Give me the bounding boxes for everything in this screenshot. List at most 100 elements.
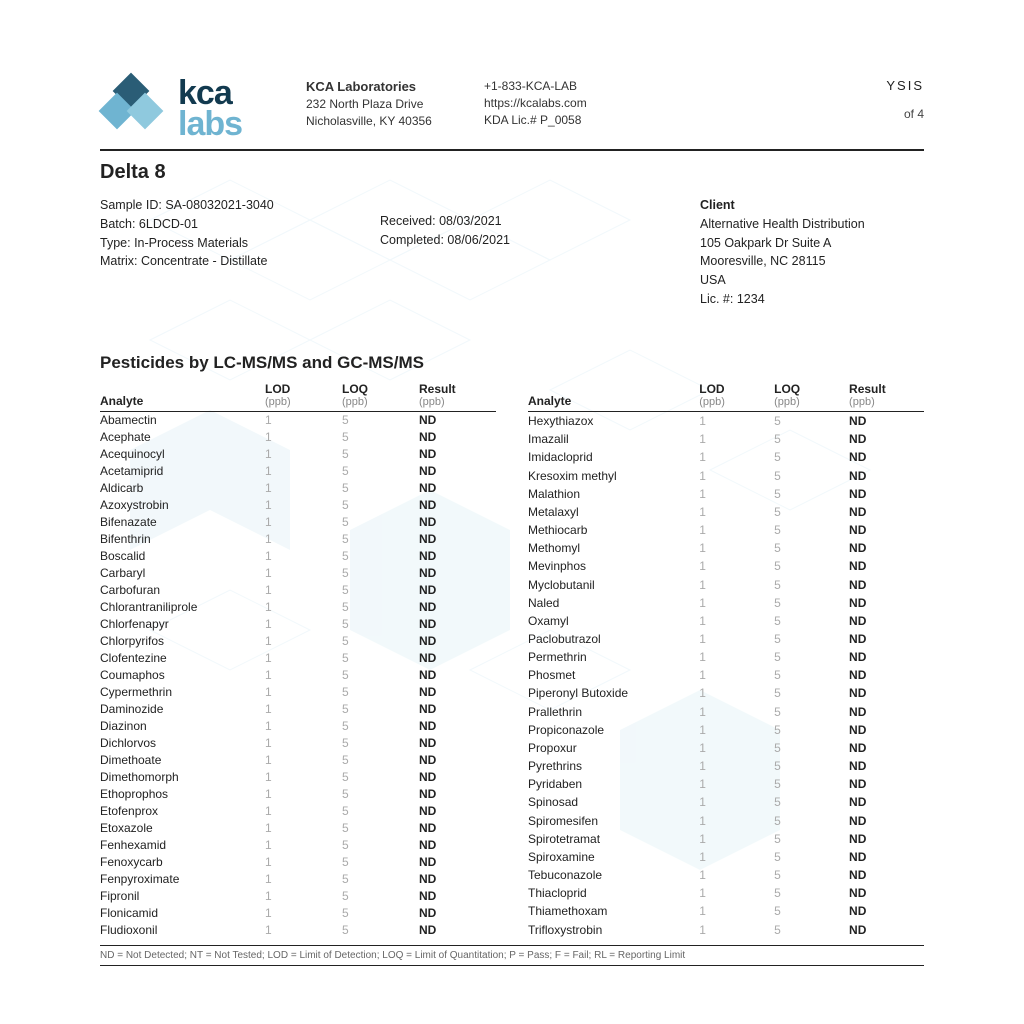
cell-result: ND — [419, 616, 496, 633]
section-title: Pesticides by LC-MS/MS and GC-MS/MS — [100, 353, 924, 373]
client-addr1: 105 Oakpark Dr Suite A — [700, 234, 924, 253]
cell-result: ND — [849, 866, 924, 884]
table-row: Oxamyl15ND — [528, 612, 924, 630]
cell-lod: 1 — [699, 902, 774, 920]
cell-result: ND — [419, 497, 496, 514]
cell-result: ND — [849, 811, 924, 829]
cell-lod: 1 — [265, 769, 342, 786]
table-row: Myclobutanil15ND — [528, 575, 924, 593]
cell-lod: 1 — [699, 557, 774, 575]
cell-loq: 5 — [342, 514, 419, 531]
cell-result: ND — [849, 466, 924, 484]
cell-lod: 1 — [265, 565, 342, 582]
cell-result: ND — [849, 830, 924, 848]
table-row: Chlorpyrifos15ND — [100, 633, 496, 650]
table-row: Methiocarb15ND — [528, 521, 924, 539]
cell-lod: 1 — [699, 612, 774, 630]
cell-lod: 1 — [699, 521, 774, 539]
table-row: Fipronil15ND — [100, 888, 496, 905]
th-loq: LOQ(ppb) — [774, 381, 849, 412]
cell-analyte: Fludioxonil — [100, 922, 265, 939]
cell-lod: 1 — [699, 466, 774, 484]
cell-loq: 5 — [342, 633, 419, 650]
cell-loq: 5 — [774, 811, 849, 829]
table-row: Pyridaben15ND — [528, 775, 924, 793]
cell-result: ND — [849, 539, 924, 557]
cell-result: ND — [849, 485, 924, 503]
cell-result: ND — [419, 633, 496, 650]
cell-loq: 5 — [774, 430, 849, 448]
table-row: Pyrethrins15ND — [528, 757, 924, 775]
cell-result: ND — [419, 514, 496, 531]
cell-lod: 1 — [265, 684, 342, 701]
cell-loq: 5 — [342, 531, 419, 548]
table-row: Propoxur15ND — [528, 739, 924, 757]
cell-analyte: Spiromesifen — [528, 811, 699, 829]
cell-result: ND — [419, 599, 496, 616]
cell-loq: 5 — [774, 648, 849, 666]
cell-lod: 1 — [699, 703, 774, 721]
cell-analyte: Cypermethrin — [100, 684, 265, 701]
meta-section: Sample ID: SA-08032021-3040 Batch: 6LDCD… — [100, 196, 924, 309]
cell-analyte: Fenoxycarb — [100, 854, 265, 871]
cell-result: ND — [849, 411, 924, 430]
header-divider — [100, 149, 924, 151]
cell-loq: 5 — [342, 701, 419, 718]
cell-analyte: Propiconazole — [528, 721, 699, 739]
cell-result: ND — [419, 735, 496, 752]
cell-analyte: Fipronil — [100, 888, 265, 905]
cell-analyte: Methiocarb — [528, 521, 699, 539]
th-analyte: Analyte — [528, 381, 699, 412]
cell-loq: 5 — [342, 854, 419, 871]
table-row: Kresoxim methyl15ND — [528, 466, 924, 484]
cell-result: ND — [849, 557, 924, 575]
cell-loq: 5 — [342, 752, 419, 769]
cell-analyte: Myclobutanil — [528, 575, 699, 593]
cell-loq: 5 — [774, 721, 849, 739]
cell-lod: 1 — [265, 429, 342, 446]
cell-result: ND — [849, 594, 924, 612]
cell-analyte: Etoxazole — [100, 820, 265, 837]
cell-result: ND — [419, 803, 496, 820]
cell-lod: 1 — [265, 837, 342, 854]
tables-wrap: Analyte LOD(ppb) LOQ(ppb) Result(ppb) Ab… — [100, 381, 924, 939]
cell-loq: 5 — [342, 684, 419, 701]
cell-analyte: Acephate — [100, 429, 265, 446]
cell-lod: 1 — [265, 599, 342, 616]
table-row: Imazalil15ND — [528, 430, 924, 448]
table-row: Thiacloprid15ND — [528, 884, 924, 902]
cell-loq: 5 — [342, 446, 419, 463]
table-row: Acephate15ND — [100, 429, 496, 446]
cell-loq: 5 — [774, 594, 849, 612]
cell-lod: 1 — [699, 539, 774, 557]
report-title: Delta 8 — [100, 161, 924, 184]
cell-result: ND — [419, 769, 496, 786]
cell-analyte: Trifloxystrobin — [528, 920, 699, 939]
table-row: Hexythiazox15ND — [528, 411, 924, 430]
cell-loq: 5 — [774, 684, 849, 702]
cell-result: ND — [849, 721, 924, 739]
cell-loq: 5 — [774, 448, 849, 466]
cell-result: ND — [849, 793, 924, 811]
table-row: Spiroxamine15ND — [528, 848, 924, 866]
cell-loq: 5 — [774, 830, 849, 848]
cell-loq: 5 — [774, 884, 849, 902]
cell-analyte: Spinosad — [528, 793, 699, 811]
th-result: Result(ppb) — [849, 381, 924, 412]
table-row: Clofentezine15ND — [100, 650, 496, 667]
cell-result: ND — [419, 463, 496, 480]
pesticides-table-right: Analyte LOD(ppb) LOQ(ppb) Result(ppb) He… — [528, 381, 924, 939]
cell-lod: 1 — [699, 630, 774, 648]
table-row: Paclobutrazol15ND — [528, 630, 924, 648]
cell-result: ND — [419, 701, 496, 718]
th-lod: LOD(ppb) — [265, 381, 342, 412]
cell-analyte: Spirotetramat — [528, 830, 699, 848]
cell-loq: 5 — [774, 485, 849, 503]
table-row: Dichlorvos15ND — [100, 735, 496, 752]
cell-lod: 1 — [265, 446, 342, 463]
cell-analyte: Clofentezine — [100, 650, 265, 667]
cell-analyte: Carbofuran — [100, 582, 265, 599]
brand-kca: kca — [178, 78, 288, 109]
cell-loq: 5 — [774, 503, 849, 521]
table-row: Phosmet15ND — [528, 666, 924, 684]
